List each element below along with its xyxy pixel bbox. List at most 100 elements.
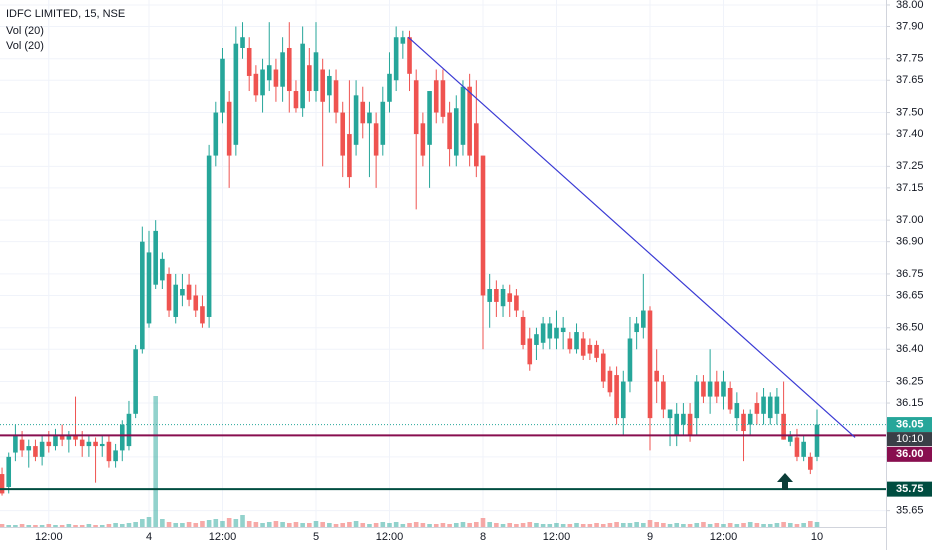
volume-bar: [240, 515, 245, 527]
volume-bar: [620, 523, 626, 527]
volume-bar: [794, 524, 800, 527]
volume-bar: [587, 524, 593, 527]
x-tick-label: 12:00: [376, 531, 404, 543]
countdown-badge: [887, 432, 932, 447]
volume-bar: [66, 524, 72, 527]
volume-bar: [333, 524, 339, 527]
volume-bar: [600, 524, 606, 527]
volume-bar: [614, 522, 619, 527]
candle-body: [507, 293, 513, 302]
candle-body: [293, 91, 299, 109]
candle-body: [106, 441, 112, 462]
volume-bar: [307, 523, 312, 527]
candle-body: [714, 381, 720, 397]
volume-bar: [647, 520, 653, 527]
volume-bar: [226, 518, 232, 527]
candle-body: [754, 403, 760, 414]
volume-bar: [667, 524, 673, 527]
volume-bar: [480, 518, 486, 527]
candle-body: [160, 258, 165, 281]
y-tick-label: 37.40: [896, 128, 924, 140]
candle-body: [340, 112, 346, 156]
volume-bar: [213, 519, 219, 527]
volume-bar: [487, 522, 492, 527]
volume-bar: [19, 524, 25, 527]
candle-body: [607, 370, 613, 393]
volume-bar: [353, 521, 359, 527]
volume-bar: [674, 523, 680, 527]
volume-bar: [567, 524, 573, 527]
candle-body: [33, 446, 38, 457]
volume-bar: [687, 524, 693, 527]
volume-bar: [33, 525, 38, 527]
volume-bar: [727, 523, 733, 527]
candle-body: [647, 310, 653, 419]
candle-body: [133, 349, 138, 414]
volume-bar: [113, 523, 118, 527]
candle-body: [540, 323, 546, 343]
candle-body: [781, 413, 786, 440]
volume-bar: [233, 519, 239, 527]
candle-body: [273, 69, 279, 87]
candle-body: [373, 123, 379, 156]
volume-bar: [246, 521, 252, 527]
volume-bar: [347, 522, 352, 527]
volume-bar: [280, 522, 285, 527]
volume-bar: [327, 523, 332, 527]
candle-body: [794, 437, 800, 457]
volume-bar: [507, 523, 513, 527]
volume-bar: [266, 522, 272, 527]
candle-body: [367, 112, 372, 124]
volume-bar: [767, 524, 773, 527]
y-tick-label: 37.50: [896, 106, 924, 118]
y-tick-label: 38.00: [896, 0, 924, 11]
x-tick-label: 12:00: [543, 531, 571, 543]
candle-body: [39, 441, 45, 457]
volume-bar: [6, 525, 12, 527]
candle-body: [253, 73, 259, 96]
volume-bar: [99, 525, 105, 527]
candle-body: [153, 230, 158, 285]
volume-bar: [313, 521, 319, 527]
candle-body: [527, 338, 533, 365]
volume-layer: [0, 396, 820, 527]
volume-bar: [73, 525, 78, 527]
y-tick-label: 36.90: [896, 236, 924, 248]
candle-body: [600, 353, 606, 382]
candle-body: [654, 370, 659, 382]
candle-body: [801, 441, 806, 457]
volume-bar: [681, 524, 686, 527]
volume-bar: [86, 524, 92, 527]
candle-body: [327, 75, 332, 96]
countdown-label: 10:10: [896, 433, 924, 445]
price-badge: [887, 417, 932, 433]
candle-body: [761, 396, 766, 414]
volume-bar: [320, 522, 325, 527]
x-tick-label: 10: [811, 531, 823, 543]
candle-body: [186, 284, 192, 300]
candle-body: [787, 435, 793, 442]
candle-body: [467, 86, 472, 156]
candle-body: [808, 456, 813, 470]
y-tick-label: 36.15: [896, 397, 924, 409]
volume-bar: [59, 525, 65, 527]
y-tick-label: 37.65: [896, 74, 924, 86]
arrow-annotation: [777, 473, 793, 490]
y-tick-label: 37.75: [896, 53, 924, 65]
candle-body: [554, 327, 559, 339]
volume-bar: [801, 523, 806, 527]
volume-bar: [160, 519, 165, 527]
candle-body: [500, 289, 506, 307]
axis-layer: 38.00 37.90 37.75 37.65 37.50 37.40 37.25 37.15…: [35, 0, 932, 543]
candle-body: [741, 413, 746, 432]
y-tick-label: 37.00: [896, 214, 924, 226]
candle-body: [520, 316, 526, 345]
overlay-layer: [0, 36, 886, 491]
candle-body: [567, 338, 573, 350]
candle-body: [387, 73, 392, 102]
candle-body: [734, 403, 740, 419]
candle-body: [200, 306, 205, 324]
y-tick-label: 36.50: [896, 322, 924, 334]
